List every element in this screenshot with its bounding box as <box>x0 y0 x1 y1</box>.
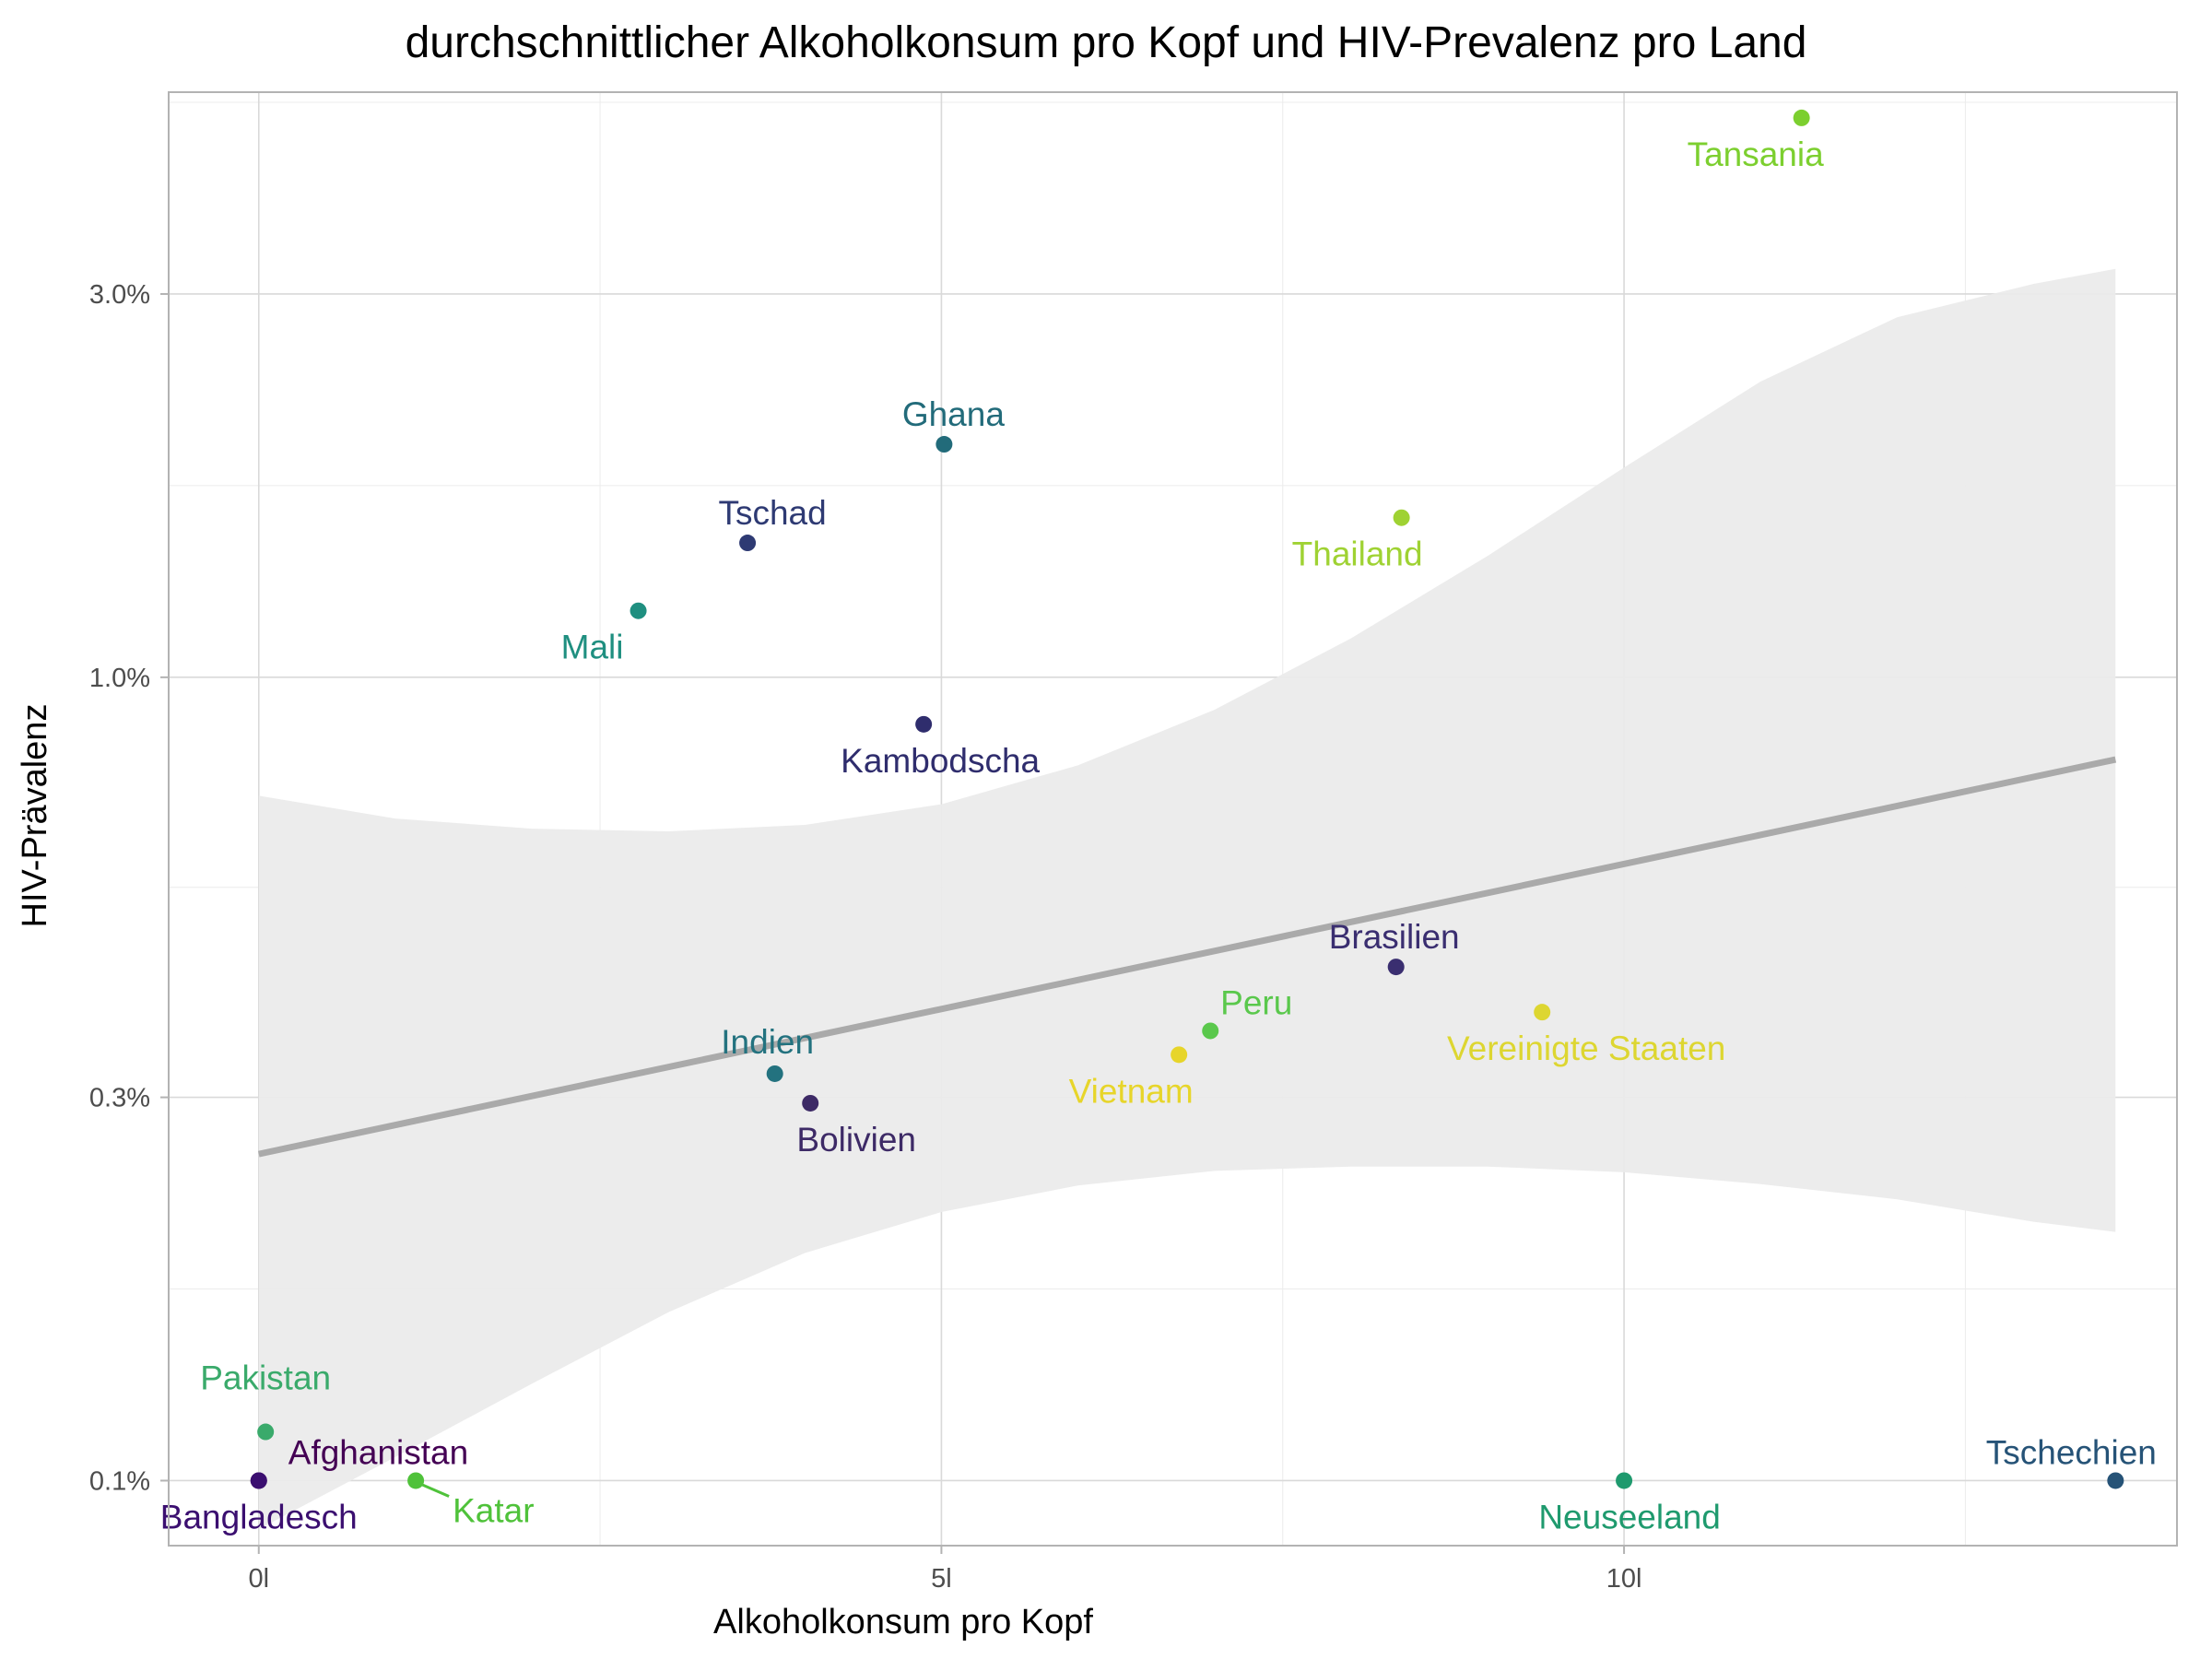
point-ghana <box>935 436 953 453</box>
plot-panel-border <box>168 91 2178 1547</box>
x-axis-title: Alkoholkonsum pro Kopf <box>713 1603 1093 1641</box>
point-label-vereinigte-staaten: Vereinigte Staaten <box>1447 1030 1725 1067</box>
point-bangladesch <box>250 1472 267 1489</box>
chart-title: durchschnittlicher Alkoholkonsum pro Kop… <box>406 18 1807 67</box>
point-label-pakistan: Pakistan <box>200 1359 331 1397</box>
point-label-kambodscha: Kambodscha <box>841 742 1040 780</box>
point-mali <box>629 602 647 619</box>
axis-ticks: 0l 5l 10l 0.1% 0.3% 1.0% 3.0% <box>89 280 1642 1594</box>
point-label-vietnam: Vietnam <box>1069 1072 1194 1110</box>
point-label-indien: Indien <box>721 1023 814 1061</box>
y-tick-label: 1.0% <box>89 664 150 693</box>
data-labels: Afghanistan Bangladesch Pakistan Katar Mali T… <box>160 135 2157 1536</box>
point-label-peru: Peru <box>1220 983 1292 1021</box>
point-indien <box>766 1065 783 1082</box>
y-axis-title: HIV-Prävalenz <box>16 704 54 928</box>
point-label-tansania: Tansania <box>1688 135 1825 173</box>
point-label-bangladesch: Bangladesch <box>160 1498 358 1535</box>
point-label-afghanistan: Afghanistan <box>288 1433 468 1471</box>
point-brasilien <box>1387 959 1405 976</box>
label-leader-katar <box>420 1483 450 1498</box>
point-kambodscha <box>915 715 933 733</box>
x-tick-label: 10l <box>1606 1564 1642 1594</box>
confidence-band <box>258 268 2116 1530</box>
point-tansania <box>1793 109 1810 126</box>
y-tick-label: 3.0% <box>89 280 150 310</box>
point-label-mali: Mali <box>561 629 624 666</box>
point-label-katar: Katar <box>453 1491 534 1529</box>
point-neuseeland <box>1616 1472 1633 1489</box>
point-label-brasilien: Brasilien <box>1329 918 1460 956</box>
point-label-tschechien: Tschechien <box>1986 1433 2157 1471</box>
y-tick-label: 0.1% <box>89 1466 150 1496</box>
point-label-tschad: Tschad <box>718 494 826 532</box>
data-points <box>250 109 2124 1489</box>
x-tick-label: 5l <box>931 1564 952 1594</box>
x-tick-label: 0l <box>248 1564 269 1594</box>
point-pakistan <box>257 1423 275 1441</box>
point-katar <box>407 1472 425 1489</box>
trend-line <box>258 756 2117 1158</box>
point-tschechien <box>2107 1472 2124 1489</box>
point-label-thailand: Thailand <box>1292 535 1423 573</box>
point-label-ghana: Ghana <box>902 395 1006 433</box>
point-bolivien <box>802 1094 819 1112</box>
point-label-neuseeland: Neuseeland <box>1538 1498 1720 1535</box>
point-peru <box>1202 1022 1219 1040</box>
point-vereinigte-staaten <box>1534 1004 1551 1021</box>
point-label-bolivien: Bolivien <box>796 1121 916 1159</box>
y-tick-label: 0.3% <box>89 1084 150 1113</box>
point-thailand <box>1393 509 1410 526</box>
point-tschad <box>739 535 757 552</box>
point-vietnam <box>1171 1046 1188 1064</box>
